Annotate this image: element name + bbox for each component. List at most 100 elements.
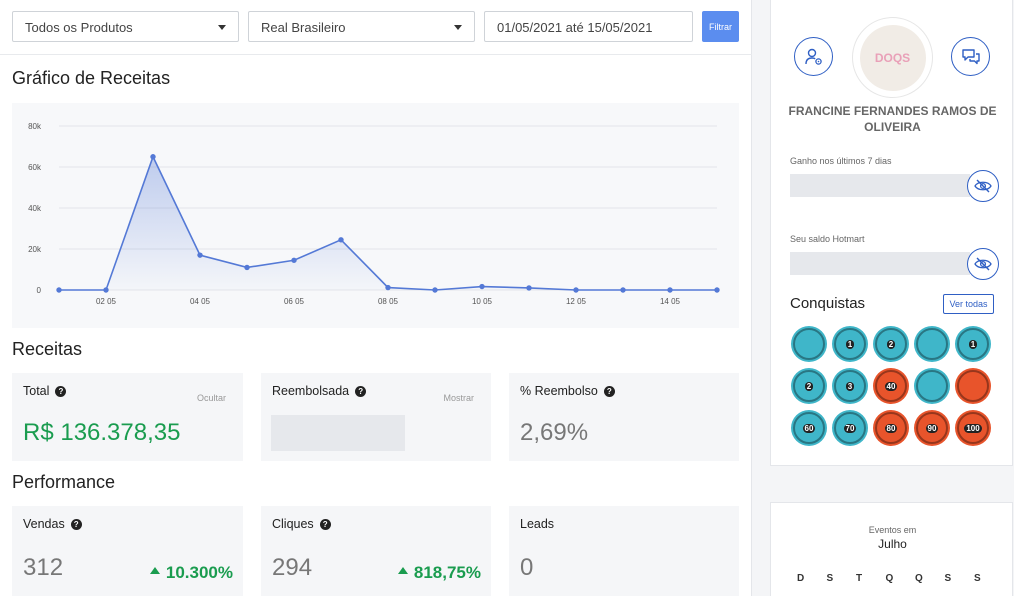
- weekday-label: S: [944, 573, 952, 584]
- toggle-balance-visibility-button[interactable]: [967, 248, 999, 280]
- y-tick-label: 80k: [28, 122, 42, 131]
- data-point[interactable]: [338, 237, 344, 243]
- weekday-label: S: [826, 573, 834, 584]
- weekday-label: S: [974, 573, 981, 584]
- data-point[interactable]: [432, 287, 438, 293]
- filter-button[interactable]: Filtrar: [702, 11, 739, 42]
- data-point[interactable]: [150, 154, 156, 160]
- data-point[interactable]: [56, 287, 62, 293]
- badge-label: 90: [925, 423, 939, 433]
- achievement-badge[interactable]: 60: [791, 410, 827, 446]
- data-point[interactable]: [291, 257, 297, 263]
- toggle-earned-visibility-button[interactable]: [967, 170, 999, 202]
- total-label-row: Total?: [23, 384, 67, 398]
- data-point[interactable]: [526, 285, 532, 291]
- achievement-badge[interactable]: 1: [955, 326, 991, 362]
- series-area: [59, 156, 717, 290]
- y-tick-label: 0: [37, 286, 42, 295]
- currency-select[interactable]: Real Brasileiro: [248, 11, 475, 42]
- badge-ring: [793, 412, 825, 444]
- weekday-label: D: [797, 573, 805, 584]
- y-tick-label: 20k: [28, 245, 42, 254]
- hide-toggle[interactable]: Ocultar: [196, 393, 226, 403]
- chat-button[interactable]: [951, 37, 990, 76]
- product-select-value: Todos os Produtos: [25, 20, 133, 35]
- y-tick-label: 40k: [28, 204, 42, 213]
- data-point[interactable]: [244, 264, 250, 271]
- achievement-badge[interactable]: 3: [832, 368, 868, 404]
- data-point[interactable]: [714, 287, 720, 293]
- refund-pct-label-row: % Reembolso?: [520, 384, 615, 398]
- revenue-chart-title: Gráfico de Receitas: [12, 68, 171, 88]
- achievement-badge[interactable]: 2: [791, 368, 827, 404]
- leads-value: 0: [520, 554, 534, 581]
- data-point[interactable]: [197, 252, 203, 258]
- achievement-badge[interactable]: 70: [832, 410, 868, 446]
- help-icon[interactable]: ?: [70, 519, 82, 531]
- help-icon[interactable]: ?: [603, 386, 615, 398]
- profile-name: FRANCINE FERNANDES RAMOS DE OLIVEIRA: [788, 104, 997, 134]
- achievement-badges: 1 2 1 2 3 40 60 70 80 90 100: [791, 326, 996, 446]
- badge-ring: [793, 328, 825, 360]
- achievement-badge[interactable]: [955, 368, 991, 404]
- balance-label: Seu saldo Hotmart: [790, 234, 865, 244]
- help-icon[interactable]: ?: [319, 519, 331, 531]
- achievement-badge[interactable]: 100: [955, 410, 991, 446]
- main-panel: Todos os Produtos Real Brasileiro 01/05/…: [0, 0, 752, 596]
- date-range-input[interactable]: 01/05/2021 até 15/05/2021: [484, 11, 693, 42]
- data-point[interactable]: [573, 287, 579, 293]
- x-tick-label: 08 05: [378, 297, 399, 306]
- leads-card: Leads 0: [509, 506, 739, 596]
- badge-ring: [793, 370, 825, 402]
- clicks-card: Cliques? 294 818,75%: [261, 506, 491, 596]
- data-point[interactable]: [667, 287, 673, 293]
- chat-bubbles-icon: [961, 48, 980, 64]
- show-toggle[interactable]: Mostrar: [443, 393, 474, 403]
- total-card: Total? Ocultar R$ 136.378,35: [12, 373, 243, 461]
- data-point[interactable]: [620, 287, 626, 293]
- clicks-trend-value: 818,75%: [413, 563, 481, 582]
- achievement-badge[interactable]: [914, 326, 950, 362]
- badge-ring: [834, 370, 866, 402]
- chevron-down-icon: [454, 25, 462, 30]
- x-tick-label: 06 05: [284, 297, 305, 306]
- avatar: DOQS: [852, 17, 933, 98]
- refunded-label: Reembolsada: [272, 384, 350, 398]
- achievement-badge[interactable]: 80: [873, 410, 909, 446]
- data-point[interactable]: [385, 284, 391, 291]
- sales-trend-value: 10.300%: [165, 563, 233, 582]
- achievement-badge[interactable]: 1: [832, 326, 868, 362]
- hidden-value-placeholder: [271, 415, 405, 451]
- currency-select-value: Real Brasileiro: [261, 20, 346, 35]
- y-tick-label: 60k: [28, 163, 42, 172]
- refund-pct-label: % Reembolso: [520, 384, 598, 398]
- help-icon[interactable]: ?: [355, 386, 367, 398]
- achievement-badge[interactable]: 2: [873, 326, 909, 362]
- badge-label: 1: [968, 339, 978, 349]
- x-tick-label: 04 05: [190, 297, 211, 306]
- avatar-logo: DOQS: [859, 24, 926, 91]
- data-point[interactable]: [103, 287, 109, 293]
- badge-label: 2: [886, 339, 896, 349]
- profile-panel: DOQS FRANCINE FERNANDES RAMOS DE OLIVEIR…: [770, 0, 1013, 466]
- data-point[interactable]: [479, 283, 485, 290]
- x-tick-label: 02 05: [96, 297, 117, 306]
- date-range-value: 01/05/2021 até 15/05/2021: [497, 20, 653, 35]
- clicks-label: Cliques: [272, 517, 314, 531]
- see-all-button[interactable]: Ver todas: [943, 294, 994, 314]
- achievement-badge[interactable]: [791, 326, 827, 362]
- account-settings-button[interactable]: [794, 37, 833, 76]
- weekday-label: T: [856, 573, 863, 584]
- badge-ring: [957, 328, 989, 360]
- badge-label: 60: [802, 423, 816, 433]
- x-tick-label: 14 05: [660, 297, 681, 306]
- refund-pct-value: 2,69%: [520, 419, 589, 446]
- badge-label: 40: [884, 381, 898, 391]
- achievement-badge[interactable]: [914, 368, 950, 404]
- achievement-badge[interactable]: 40: [873, 368, 909, 404]
- clicks-value: 294: [272, 554, 313, 581]
- product-select[interactable]: Todos os Produtos: [12, 11, 239, 42]
- sales-trend: 10.300%: [149, 563, 233, 583]
- help-icon[interactable]: ?: [55, 386, 67, 398]
- achievement-badge[interactable]: 90: [914, 410, 950, 446]
